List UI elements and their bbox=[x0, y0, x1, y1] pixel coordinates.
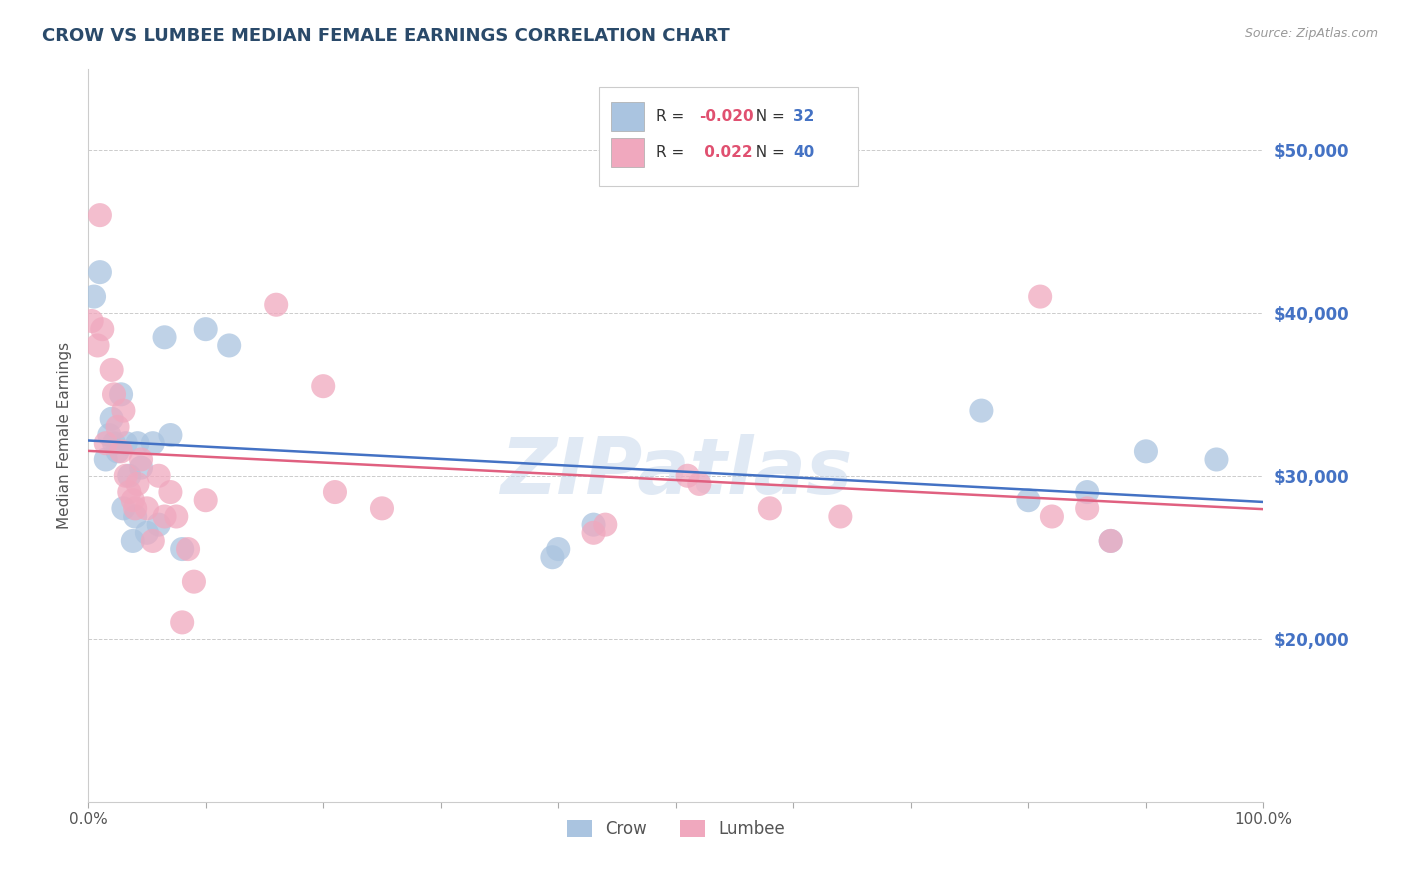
Text: 32: 32 bbox=[793, 109, 814, 124]
Text: N =: N = bbox=[747, 109, 790, 124]
Point bbox=[148, 517, 170, 532]
Point bbox=[194, 493, 217, 508]
Point bbox=[103, 436, 125, 450]
Point bbox=[1205, 452, 1227, 467]
Point bbox=[91, 322, 114, 336]
Point bbox=[114, 436, 136, 450]
Point bbox=[264, 298, 287, 312]
Text: N =: N = bbox=[747, 145, 790, 161]
Point bbox=[107, 444, 129, 458]
Text: 40: 40 bbox=[793, 145, 814, 161]
Text: R =: R = bbox=[655, 109, 689, 124]
Point bbox=[1076, 485, 1098, 500]
Point bbox=[100, 411, 122, 425]
FancyBboxPatch shape bbox=[599, 87, 858, 186]
Point bbox=[112, 403, 135, 417]
Point bbox=[107, 420, 129, 434]
Point bbox=[124, 509, 146, 524]
Point bbox=[110, 387, 132, 401]
FancyBboxPatch shape bbox=[612, 102, 644, 131]
Point bbox=[159, 428, 181, 442]
Point bbox=[100, 363, 122, 377]
Text: R =: R = bbox=[655, 145, 689, 161]
Point bbox=[121, 493, 143, 508]
Point bbox=[129, 452, 152, 467]
Point bbox=[98, 428, 121, 442]
Point bbox=[124, 501, 146, 516]
Point bbox=[129, 460, 152, 475]
Point bbox=[183, 574, 205, 589]
Point bbox=[688, 477, 710, 491]
Point bbox=[595, 517, 617, 532]
Point bbox=[165, 509, 187, 524]
Point bbox=[194, 322, 217, 336]
Point bbox=[121, 533, 143, 548]
Legend: Crow, Lumbee: Crow, Lumbee bbox=[560, 813, 792, 845]
Point bbox=[127, 436, 149, 450]
Point bbox=[110, 444, 132, 458]
Point bbox=[541, 550, 564, 565]
Point bbox=[1099, 533, 1122, 548]
Point bbox=[153, 509, 176, 524]
Point bbox=[218, 338, 240, 352]
Point bbox=[94, 436, 117, 450]
Point bbox=[112, 501, 135, 516]
Point bbox=[1135, 444, 1157, 458]
Point bbox=[312, 379, 335, 393]
Point bbox=[127, 477, 149, 491]
Point bbox=[582, 517, 605, 532]
Point bbox=[177, 542, 200, 557]
Point bbox=[759, 501, 782, 516]
Point bbox=[118, 485, 141, 500]
FancyBboxPatch shape bbox=[612, 138, 644, 168]
Point bbox=[172, 542, 194, 557]
Point bbox=[83, 289, 105, 303]
Point bbox=[135, 501, 157, 516]
Point bbox=[153, 330, 176, 344]
Point bbox=[1017, 493, 1039, 508]
Point bbox=[142, 533, 165, 548]
Text: ZIPatlas: ZIPatlas bbox=[499, 434, 852, 509]
Point bbox=[148, 468, 170, 483]
Point bbox=[1040, 509, 1063, 524]
Point bbox=[103, 387, 125, 401]
Point bbox=[159, 485, 181, 500]
Point bbox=[830, 509, 852, 524]
Point bbox=[172, 615, 194, 630]
Point bbox=[676, 468, 699, 483]
Point bbox=[114, 468, 136, 483]
Point bbox=[94, 452, 117, 467]
Point bbox=[323, 485, 346, 500]
Text: Source: ZipAtlas.com: Source: ZipAtlas.com bbox=[1244, 27, 1378, 40]
Point bbox=[547, 542, 569, 557]
Y-axis label: Median Female Earnings: Median Female Earnings bbox=[58, 342, 72, 529]
Text: 0.022: 0.022 bbox=[699, 145, 754, 161]
Point bbox=[135, 525, 157, 540]
Point bbox=[970, 403, 993, 417]
Point bbox=[118, 468, 141, 483]
Point bbox=[371, 501, 394, 516]
Text: CROW VS LUMBEE MEDIAN FEMALE EARNINGS CORRELATION CHART: CROW VS LUMBEE MEDIAN FEMALE EARNINGS CO… bbox=[42, 27, 730, 45]
Point bbox=[89, 208, 111, 222]
Text: -0.020: -0.020 bbox=[699, 109, 754, 124]
Point bbox=[89, 265, 111, 279]
Point bbox=[86, 338, 108, 352]
Point bbox=[1029, 289, 1052, 303]
Point bbox=[1076, 501, 1098, 516]
Point bbox=[142, 436, 165, 450]
Point bbox=[582, 525, 605, 540]
Point bbox=[1099, 533, 1122, 548]
Point bbox=[80, 314, 103, 328]
